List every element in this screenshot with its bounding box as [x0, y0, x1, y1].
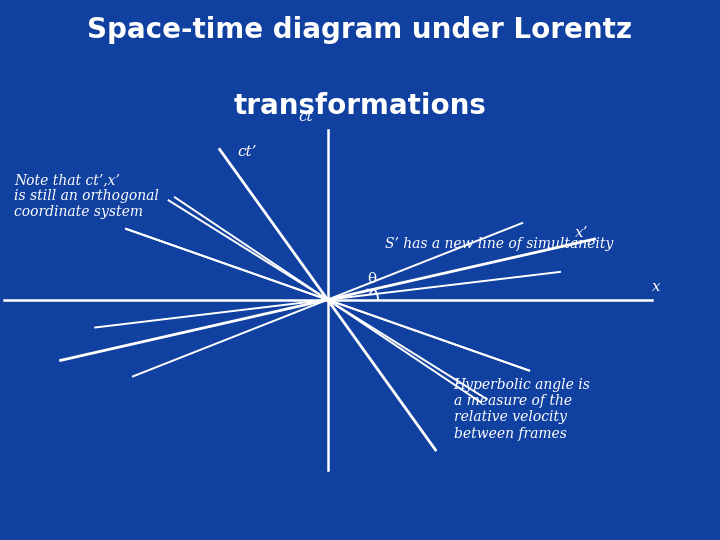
Text: S’ has a new line of simultaneity: S’ has a new line of simultaneity	[385, 237, 613, 251]
Text: Hyperbolic angle is
a measure of the
relative velocity
between frames: Hyperbolic angle is a measure of the rel…	[454, 378, 590, 441]
Text: Note that ct’,x’
is still an orthogonal
coordinate system: Note that ct’,x’ is still an orthogonal …	[14, 173, 159, 219]
Text: θ: θ	[367, 272, 377, 286]
Text: Space-time diagram under Lorentz: Space-time diagram under Lorentz	[87, 16, 633, 44]
Text: x’: x’	[575, 226, 589, 240]
Text: transformations: transformations	[233, 92, 487, 120]
Text: x: x	[652, 280, 660, 294]
Text: ct: ct	[299, 110, 313, 124]
Text: ct’: ct’	[238, 145, 257, 159]
